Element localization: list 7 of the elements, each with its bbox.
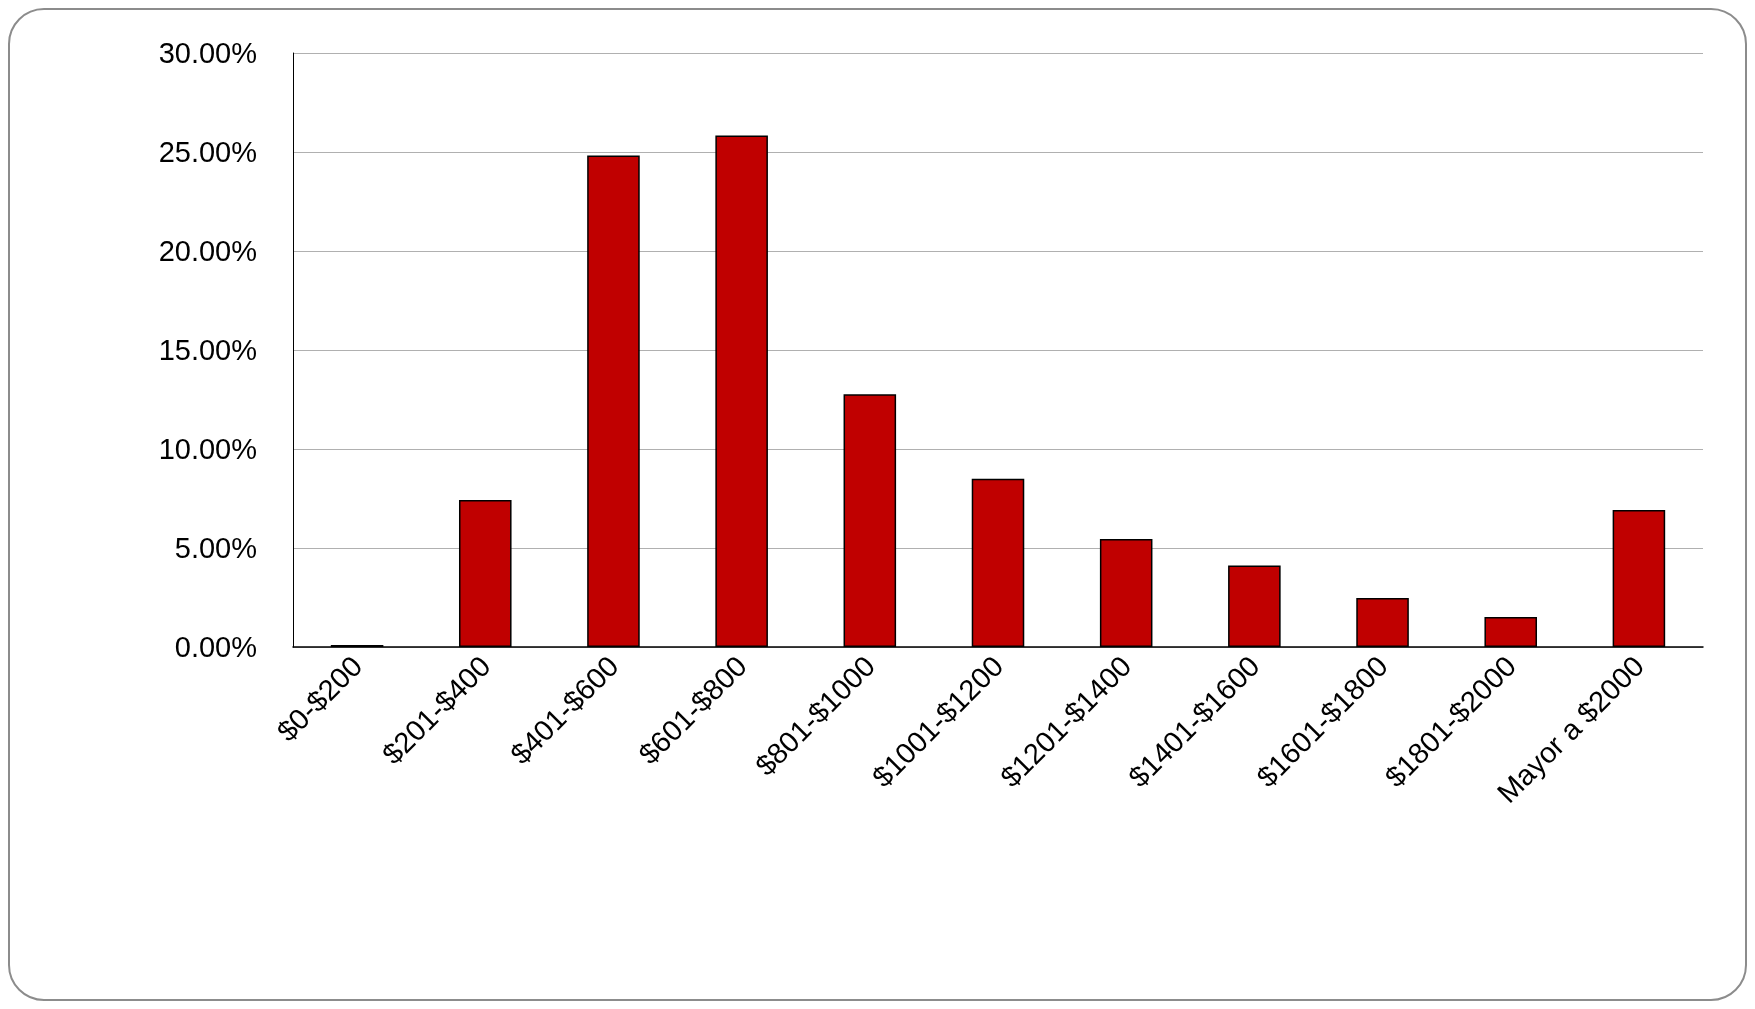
y-tick-label: 15.00% (158, 334, 257, 366)
y-tick-label: 5.00% (174, 532, 257, 564)
y-tick-label: 25.00% (158, 136, 257, 168)
y-tick-label: 10.00% (158, 433, 257, 465)
y-tick-label: 30.00% (158, 37, 257, 69)
y-tick-label: 20.00% (158, 235, 257, 267)
y-tick-label: 0.00% (174, 631, 257, 663)
